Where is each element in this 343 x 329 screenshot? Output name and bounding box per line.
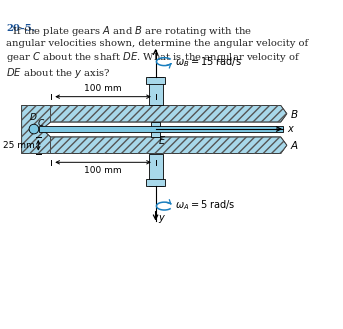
Text: 100 mm: 100 mm <box>84 84 122 93</box>
Polygon shape <box>39 126 283 132</box>
Text: 20–5.: 20–5. <box>6 24 35 33</box>
Text: If the plate gears $A$ and $B$ are rotating with the
angular velocities shown, d: If the plate gears $A$ and $B$ are rotat… <box>6 24 308 80</box>
Text: $C$: $C$ <box>37 117 45 128</box>
Circle shape <box>29 124 39 134</box>
Text: $x$: $x$ <box>287 124 295 134</box>
Polygon shape <box>50 137 287 154</box>
Text: 25 mm: 25 mm <box>3 141 35 150</box>
Text: 100 mm: 100 mm <box>84 166 122 175</box>
Polygon shape <box>146 77 165 84</box>
Polygon shape <box>146 179 165 186</box>
Text: $E$: $E$ <box>158 134 166 146</box>
Polygon shape <box>50 105 287 122</box>
Polygon shape <box>149 154 163 186</box>
Polygon shape <box>151 122 161 137</box>
Text: $B$: $B$ <box>289 108 298 120</box>
Polygon shape <box>39 126 50 132</box>
Text: $A$: $A$ <box>289 139 298 151</box>
Text: $y$: $y$ <box>158 213 166 225</box>
Text: $\omega_A = 5\ \mathrm{rad/s}$: $\omega_A = 5\ \mathrm{rad/s}$ <box>175 198 235 212</box>
Text: $D$: $D$ <box>29 112 37 122</box>
Polygon shape <box>149 77 163 105</box>
Polygon shape <box>22 105 50 154</box>
Text: $\omega_B = 15\ \mathrm{rad/s}$: $\omega_B = 15\ \mathrm{rad/s}$ <box>175 56 242 69</box>
